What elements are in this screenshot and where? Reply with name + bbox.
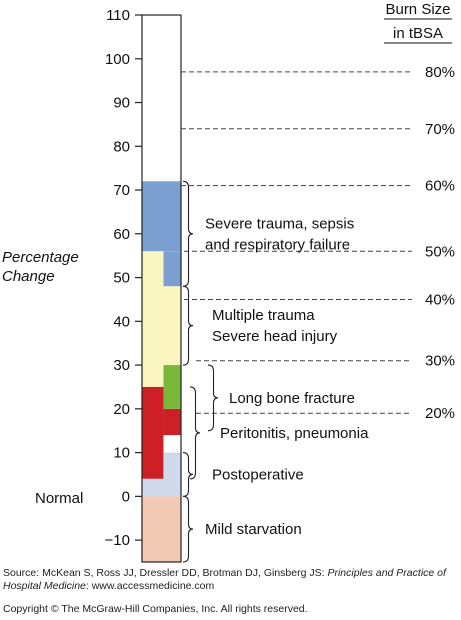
burn-size-header-line1: Burn Size: [385, 1, 450, 18]
burn-level-label-2: 60%: [425, 178, 455, 195]
burn-size-header-line2: in tBSA: [393, 25, 443, 42]
y-tick-label-8: 30: [113, 357, 130, 374]
bar-segment-7: [163, 452, 181, 497]
y-tick-label-0: 110: [106, 7, 130, 24]
y-tick-label-11: 0: [122, 488, 130, 505]
bar-segment-2: [142, 251, 164, 387]
y-tick-label-3: 80: [113, 138, 130, 155]
condition-brace-1: [182, 285, 194, 366]
baseline-label: Normal: [35, 490, 83, 507]
condition-label-1-1: Severe head injury: [212, 328, 338, 345]
bar-segments: [142, 181, 181, 562]
burn-level-label-6: 20%: [425, 405, 455, 422]
condition-label-0-0: Severe trauma, sepsis: [205, 215, 354, 232]
bar-segment-5: [163, 408, 181, 436]
source-prefix: Source: McKean S, Ross JJ, Dressler DD, …: [3, 567, 328, 579]
bar-segment-4: [142, 386, 164, 479]
burn-level-label-3: 50%: [425, 243, 455, 260]
burn-level-label-4: 40%: [425, 291, 455, 308]
bar-segment-9: [142, 496, 181, 562]
source-title: Principles and Practice of Hospital Medi…: [3, 567, 446, 592]
bar-segment-0: [142, 181, 181, 252]
condition-label-2-0: Long bone fracture: [229, 390, 355, 407]
copyright-note: Copyright © The McGraw-Hill Companies, I…: [3, 603, 308, 615]
bar-segment-8: [142, 478, 164, 497]
bar-segment-6: [163, 365, 181, 409]
condition-brace-2: [207, 364, 219, 432]
burn-level-label-0: 80%: [425, 64, 455, 81]
condition-braces: Severe trauma, sepsis and respiratory fai…: [182, 180, 369, 563]
condition-label-0-1: and respiratory failure: [205, 236, 350, 253]
burn-level-label-1: 70%: [425, 121, 455, 138]
condition-brace-5: [182, 495, 194, 563]
bar-segment-1: [163, 251, 181, 287]
y-tick-label-7: 40: [113, 313, 130, 330]
y-tick-label-1: 100: [105, 51, 130, 68]
y-axis-label-line2: Change: [2, 268, 55, 285]
bar-outline: [141, 14, 182, 563]
condition-label-3-0: Peritonitis, pneumonia: [220, 425, 369, 442]
source-suffix: : www.accessmedicine.com: [85, 580, 215, 592]
y-tick-label-4: 70: [113, 182, 130, 199]
condition-brace-0: [182, 180, 194, 287]
y-tick-label-5: 60: [113, 226, 130, 243]
condition-brace-3: [189, 386, 201, 480]
bar-segment-3: [163, 286, 181, 366]
source-note: Source: McKean S, Ross JJ, Dressler DD, …: [3, 567, 461, 593]
condition-brace-4: [182, 452, 194, 497]
burn-size-levels: 80% 70% 60% 50% 40% 30% 20%: [181, 64, 455, 422]
condition-label-4-0: Postoperative: [212, 466, 304, 483]
y-tick-label-2: 90: [113, 95, 130, 112]
y-tick-label-10: 10: [113, 445, 130, 462]
burn-level-label-5: 30%: [425, 353, 455, 370]
condition-label-1-0: Multiple trauma: [212, 307, 315, 324]
y-tick-label-6: 50: [113, 270, 130, 287]
condition-label-5-0: Mild starvation: [205, 521, 302, 538]
y-axis-label-line1: Percentage: [2, 249, 79, 266]
y-tick-label-12: −10: [105, 532, 130, 549]
y-tick-label-9: 20: [113, 401, 130, 418]
